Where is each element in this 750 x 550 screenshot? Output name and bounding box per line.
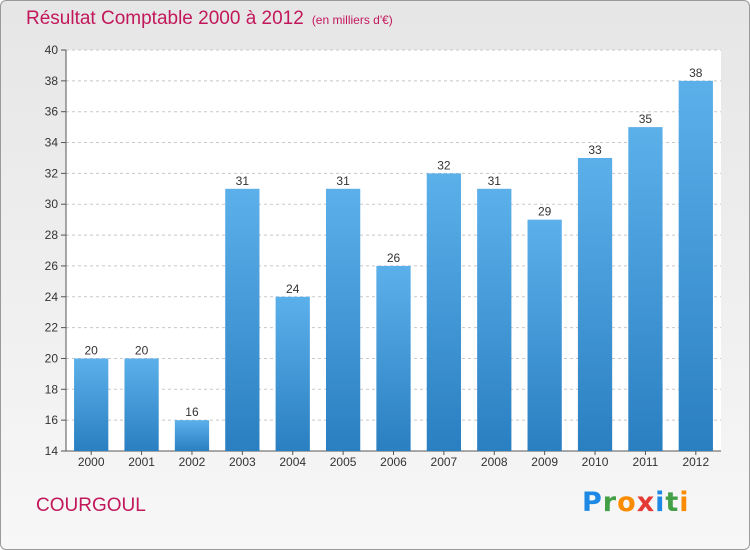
x-tick-label: 2004 [279, 455, 306, 469]
y-tick-label: 40 [45, 43, 59, 57]
bar [527, 219, 562, 451]
bar [678, 80, 713, 451]
data-label: 31 [336, 174, 350, 188]
bar [628, 127, 663, 451]
y-tick-label: 26 [45, 259, 59, 273]
x-tick-label: 2012 [682, 455, 709, 469]
bar [124, 358, 159, 451]
y-tick-label: 18 [45, 382, 59, 396]
data-label: 26 [387, 251, 401, 265]
chart-subtitle: (en milliers d'€) [311, 13, 393, 27]
commune-name: COURGOUL [36, 495, 146, 516]
y-tick-label: 14 [45, 444, 59, 458]
x-tick-label: 2011 [633, 455, 659, 469]
bar [577, 157, 613, 451]
data-label: 31 [236, 174, 250, 188]
x-tick-label: 2005 [330, 455, 357, 469]
bar [376, 265, 411, 451]
bar [174, 420, 210, 451]
y-tick-label: 32 [45, 166, 59, 180]
y-tick-label: 20 [45, 351, 59, 365]
x-tick-label: 2010 [582, 455, 609, 469]
logo-text: Proxiti [582, 487, 690, 518]
data-label: 31 [488, 174, 502, 188]
data-label: 29 [538, 205, 552, 219]
data-label: 16 [185, 405, 199, 419]
bar [225, 188, 260, 452]
y-tick-label: 38 [45, 74, 59, 88]
bar [477, 188, 512, 452]
chart-title: Résultat Comptable 2000 à 2012 (en millie… [26, 8, 393, 30]
data-label: 33 [588, 143, 602, 157]
bar [325, 188, 361, 452]
x-tick-label: 2003 [229, 455, 256, 469]
x-tick-label: 2001 [128, 455, 155, 469]
x-tick-label: 2000 [78, 455, 105, 469]
y-tick-label: 24 [45, 290, 59, 304]
y-tick-label: 16 [45, 413, 59, 427]
y-tick-label: 30 [45, 197, 59, 211]
x-tick-label: 2002 [179, 455, 206, 469]
data-label: 35 [639, 112, 653, 126]
bar [74, 358, 109, 451]
data-label: 24 [286, 282, 300, 296]
x-tick-label: 2008 [481, 455, 508, 469]
data-label: 20 [135, 343, 149, 357]
proxiti-logo: Proxiti [582, 487, 690, 518]
x-tick-label: 2007 [431, 455, 458, 469]
bar [426, 173, 462, 451]
y-tick-label: 34 [45, 136, 59, 150]
y-tick-label: 22 [45, 321, 59, 335]
x-tick-label: 2009 [531, 455, 558, 469]
y-tick-label: 36 [45, 105, 59, 119]
bar [275, 296, 310, 451]
chart-title-text: Résultat Comptable 2000 à 2012 [26, 8, 304, 29]
data-label: 38 [689, 66, 703, 80]
y-tick-label: 28 [45, 228, 59, 242]
data-label: 20 [85, 343, 99, 357]
x-tick-label: 2006 [380, 455, 407, 469]
data-label: 32 [437, 158, 451, 172]
